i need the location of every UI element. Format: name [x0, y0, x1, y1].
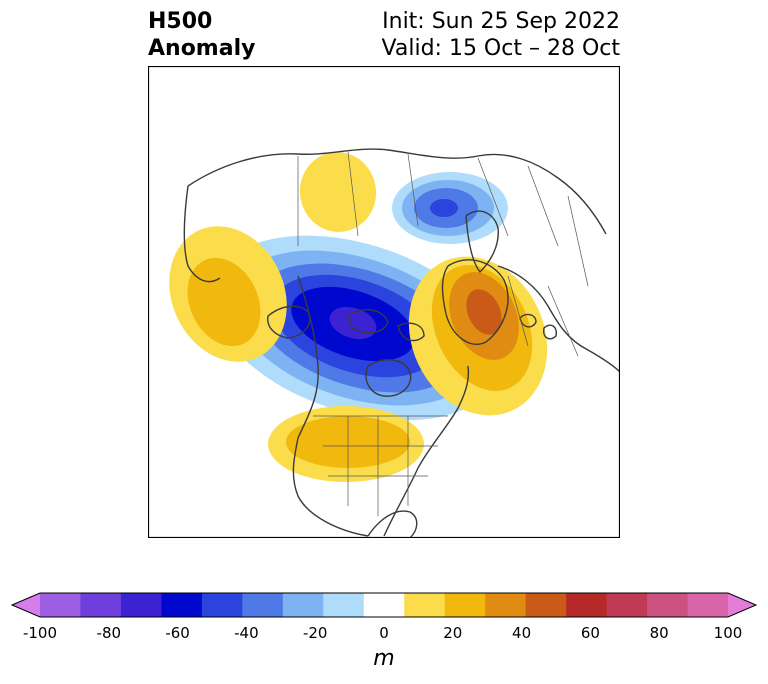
colorbar-tick-label: 60 — [580, 624, 600, 642]
colorbar-box — [525, 593, 567, 617]
colorbar-extension-min — [12, 593, 40, 617]
colorbar-tick-label: -80 — [96, 624, 122, 642]
colorbar-tick-label: -20 — [302, 624, 328, 642]
valid-range: Valid: 15 Oct – 28 Oct — [381, 36, 620, 61]
colorbar-box — [687, 593, 729, 617]
anomaly-map — [148, 66, 620, 538]
map-title: H500 Anomaly — [148, 8, 255, 62]
colorbar-tick-label: -60 — [165, 624, 190, 642]
positive-anomaly-siberia — [299, 152, 377, 232]
colorbar-box — [282, 593, 324, 617]
borders — [297, 151, 589, 516]
colorbar-box — [120, 593, 162, 617]
colorbar-box — [363, 593, 405, 617]
title-line-2: Anomaly — [148, 36, 256, 61]
colorbar-box — [606, 593, 648, 617]
colorbar-box — [323, 593, 365, 617]
coastlines — [183, 148, 620, 538]
colorbar-box — [444, 593, 486, 617]
colorbar-tick-label: -100 — [22, 624, 58, 642]
colorbar-box — [201, 593, 243, 617]
run-info: Init: Sun 25 Sep 2022 Valid: 15 Oct – 28… — [382, 8, 620, 62]
colorbar-outline — [10, 592, 758, 618]
colorbar-box — [40, 593, 81, 617]
colorbar-box — [161, 593, 203, 617]
colorbar — [10, 590, 758, 620]
map-border — [148, 66, 620, 538]
colorbar-unit: m — [373, 646, 395, 671]
map-canvas — [148, 66, 620, 538]
positive-anomaly-pacific — [169, 226, 287, 362]
colorbar-tick-label: 40 — [512, 624, 532, 642]
positive-anomaly-conus — [268, 406, 424, 482]
negative-anomaly-eurasia — [392, 172, 508, 244]
colorbar-box — [80, 593, 122, 617]
colorbar-box — [404, 593, 446, 617]
colorbar-box — [566, 593, 608, 617]
colorbar-tick-label: -40 — [234, 624, 259, 642]
colorbar-extension-max — [728, 593, 756, 617]
colorbar-tick-label: 20 — [443, 624, 463, 642]
colorbar-box — [647, 593, 689, 617]
init-date: Init: Sun 25 Sep 2022 — [382, 9, 620, 34]
colorbar-tick-label: 100 — [713, 624, 743, 642]
colorbar-box — [485, 593, 527, 617]
colorbar-tick-label: 80 — [649, 624, 669, 642]
colorbar-tick-label: 0 — [379, 624, 389, 642]
colorbar-box — [242, 593, 284, 617]
title-line-1: H500 — [148, 9, 213, 34]
colorbar-graphic — [10, 592, 758, 618]
